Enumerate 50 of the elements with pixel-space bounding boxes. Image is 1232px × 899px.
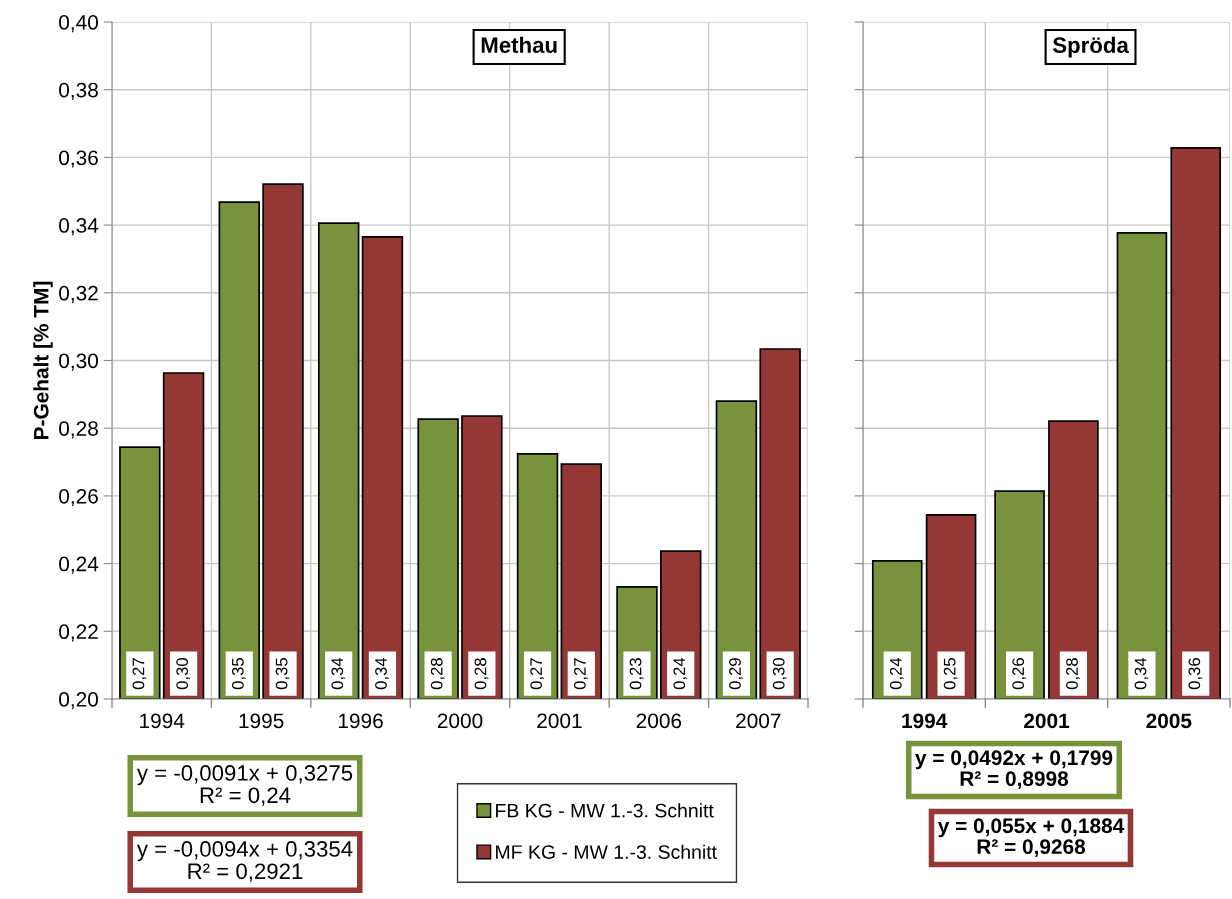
- x-tick-label: 2001: [1024, 713, 1070, 729]
- data-label: 0,26: [1012, 658, 1027, 690]
- data-label: 0,30: [772, 658, 787, 690]
- y-tick-label: 0,28: [59, 421, 98, 439]
- data-label: 0,23: [629, 658, 644, 690]
- data-label: 0,28: [474, 658, 489, 690]
- data-label: 0,35: [275, 658, 290, 690]
- data-label: 0,36: [1188, 658, 1203, 690]
- y-axis-title: P-Gehalt [% TM]: [33, 281, 53, 439]
- text: y = 0,0492x + 0,1799 R² = 0,8998: [915, 750, 1113, 790]
- text: Spröda: [1052, 36, 1129, 58]
- data-label: 0,30: [176, 658, 191, 690]
- text: Methau: [481, 36, 557, 54]
- data-label: 0,27: [132, 658, 147, 690]
- data-label: 0,24: [889, 657, 904, 690]
- y-tick-label: 0,20: [59, 692, 98, 710]
- data-label: 0,25: [943, 658, 958, 690]
- y-tick-label: 0,22: [59, 624, 98, 642]
- y-tick-label: 0,40: [59, 15, 98, 33]
- y-tick-label: 0,34: [59, 218, 99, 236]
- y-tick-label: 0,30: [59, 353, 98, 371]
- x-tick-label: 2000: [437, 713, 483, 729]
- x-tick-label: 1994: [902, 713, 948, 729]
- data-label: 0,35: [231, 658, 246, 690]
- legend-label: MF KG - MW 1.-3. Schnitt: [496, 844, 717, 859]
- text: y = -0,0094x + 0,3354 R² = 0,2921: [136, 841, 353, 882]
- y-tick-label: 0,26: [59, 488, 98, 507]
- x-tick-label: 2005: [1146, 713, 1192, 729]
- legend-label: FB KG - MW 1.-3. Schnitt: [496, 803, 714, 818]
- data-label: 0,34: [375, 657, 389, 690]
- x-tick-label: 1996: [338, 713, 383, 729]
- y-tick-label: 0,32: [59, 285, 98, 304]
- x-tick-label: 1995: [239, 713, 284, 729]
- data-label: 0,27: [573, 658, 588, 690]
- data-label: 0,34: [1134, 657, 1149, 690]
- text: y = 0,055x + 0,1884 R² = 0,9268: [937, 818, 1125, 858]
- y-tick-label: 0,24: [59, 556, 99, 574]
- data-label: 0,28: [1066, 658, 1080, 690]
- data-label: 0,29: [729, 658, 743, 690]
- x-tick-label: 2007: [736, 713, 781, 729]
- data-label: 0,28: [430, 658, 445, 690]
- y-tick-label: 0,38: [59, 82, 98, 100]
- x-tick-label: 2001: [537, 713, 582, 729]
- data-label: 0,27: [530, 658, 544, 690]
- y-tick-label: 0,36: [59, 150, 98, 168]
- data-label: 0,24: [673, 657, 688, 690]
- x-tick-label: 1994: [140, 713, 185, 729]
- text: y = -0,0091x + 0,3275 R² = 0,24: [136, 765, 353, 806]
- x-tick-label: 2006: [636, 713, 682, 729]
- data-label: 0,34: [331, 657, 346, 690]
